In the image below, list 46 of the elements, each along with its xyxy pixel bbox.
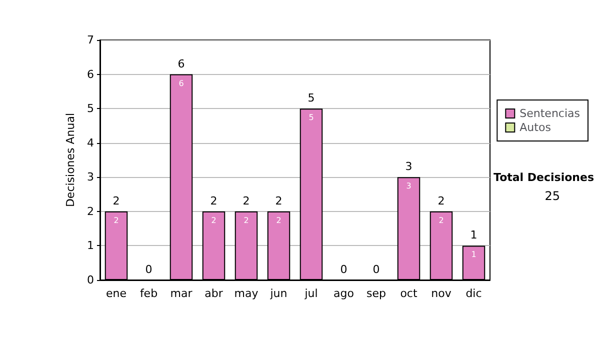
total-label: 0: [340, 263, 348, 276]
data-label: 5: [308, 113, 314, 122]
total-label: 2: [438, 194, 445, 208]
data-label: 2: [244, 216, 249, 225]
x-tick-label: may: [234, 287, 259, 300]
total-label: 2: [275, 194, 282, 208]
x-tick-label: dic: [466, 287, 482, 300]
data-label: 1: [471, 250, 476, 260]
x-tick-label: jul: [304, 287, 318, 300]
data-label: 6: [178, 78, 184, 88]
total-label: 2: [112, 194, 120, 208]
legend-label: Sentencias: [520, 107, 580, 120]
total-label: 5: [308, 92, 315, 105]
total-label: 1: [470, 228, 478, 242]
x-tick-label: ago: [334, 287, 354, 300]
total-label: 6: [178, 57, 185, 70]
x-tick-label: mar: [170, 287, 193, 300]
y-tick-label: 2: [87, 204, 94, 218]
x-tick-label: ene: [106, 287, 127, 300]
text: Total Decisiones: [494, 171, 594, 184]
x-tick-label: abr: [204, 287, 224, 300]
total-label: 0: [372, 263, 380, 276]
x-tick-label: feb: [140, 287, 158, 300]
data-label: 3: [406, 182, 412, 191]
y-tick-label: 0: [87, 274, 94, 286]
total-label: 0: [145, 263, 152, 276]
data-label: 2: [114, 216, 119, 225]
x-tick-label: nov: [431, 287, 452, 300]
data-label: 2: [276, 216, 282, 225]
y-tick-label: 4: [87, 136, 94, 150]
y-tick-label: 1: [87, 239, 94, 252]
y-axis-title: Decisiones Anual: [64, 112, 78, 208]
y-tick-label: 6: [87, 68, 94, 81]
legend-label: Autos: [520, 121, 552, 134]
y-tick-label: 3: [87, 170, 94, 184]
x-tick-label: oct: [400, 287, 418, 300]
text: 25: [544, 189, 560, 203]
data-label: 2: [211, 216, 216, 225]
x-tick-label: sep: [366, 287, 386, 300]
total-label: 2: [242, 194, 250, 208]
total-label: 2: [210, 194, 218, 208]
y-tick-label: 7: [87, 34, 94, 46]
x-tick-label: jun: [269, 287, 288, 300]
data-label: 2: [438, 216, 444, 225]
y-tick-label: 5: [87, 102, 94, 116]
total-label: 3: [405, 160, 412, 174]
